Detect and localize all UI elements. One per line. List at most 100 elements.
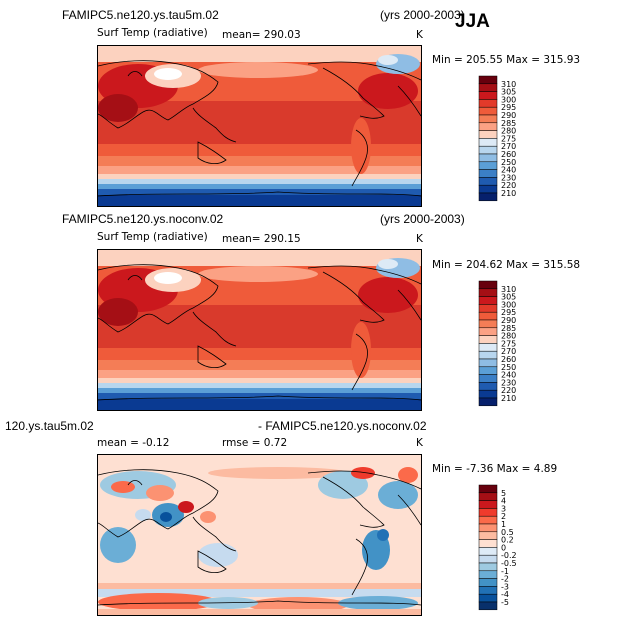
panel-2-units: K [416, 233, 423, 245]
colorbar-swatch [478, 500, 498, 509]
colorbar-swatch [478, 75, 498, 85]
season-label: JJA [455, 11, 490, 32]
panel-1-colorbar-svg: 3103053002952902852802752702602502402302… [478, 75, 516, 202]
colorbar-tick-label: 290 [501, 316, 516, 325]
colorbar-swatch [478, 184, 498, 194]
colorbar-swatch [478, 296, 498, 305]
colorbar-swatch [478, 145, 498, 155]
colorbar-tick-label: 220 [501, 181, 516, 190]
panel-1-mean: mean= 290.03 [222, 29, 301, 41]
colorbar-tick-label: 3 [501, 504, 506, 513]
colorbar-tick-label: 1 [501, 520, 506, 529]
panel-2-title: FAMIPC5.ne120.ys.noconv.02 [62, 212, 224, 226]
colorbar-tick-label: 5 [501, 489, 506, 498]
colorbar-tick-label: 270 [501, 142, 516, 151]
colorbar-swatch [478, 578, 498, 587]
colorbar-tick-label: 310 [501, 285, 516, 294]
panel-2-field: Surf Temp (radiative) [97, 231, 208, 243]
colorbar-swatch [478, 531, 498, 540]
colorbar-swatch [478, 169, 498, 178]
panel-1-title: FAMIPC5.ne120.ys.tau5m.02 [62, 8, 219, 22]
panel-3-map-svg [98, 455, 421, 615]
colorbar-swatch [478, 153, 498, 163]
panel-1-units: K [416, 29, 423, 41]
colorbar-swatch [478, 562, 498, 572]
colorbar-swatch [478, 547, 498, 556]
colorbar-swatch [478, 177, 498, 186]
colorbar-swatch [478, 515, 498, 525]
colorbar-swatch [478, 350, 498, 360]
colorbar-tick-label: 220 [501, 386, 516, 395]
colorbar-swatch [478, 319, 498, 329]
colorbar-tick-label: -5 [501, 598, 509, 607]
colorbar-swatch [478, 83, 498, 92]
panel-1-years: (yrs 2000-2003) [380, 8, 465, 22]
panel-1-map [97, 45, 422, 207]
panel-3-minmax: Min = -7.36 Max = 4.89 [432, 463, 558, 475]
panel-2-years: (yrs 2000-2003) [380, 212, 465, 226]
colorbar-swatch [478, 397, 498, 407]
colorbar-swatch [478, 161, 498, 170]
colorbar-swatch [478, 327, 498, 336]
colorbar-swatch [478, 492, 498, 501]
colorbar-swatch [478, 335, 498, 344]
colorbar-tick-label: 230 [501, 173, 516, 182]
panel-2-colorbar: 310 305 300 295 290 285 280 275 270 260 250 240 230 2… [478, 280, 539, 411]
panel-3-map [97, 454, 422, 616]
colorbar-tick-label: -3 [501, 582, 509, 591]
panel-1-colorbar: 310 305 300 295 290 285 280 275 270 260 250 240 230 2… [478, 75, 539, 206]
colorbar-swatch [478, 343, 498, 352]
colorbar-tick-label: 250 [501, 363, 516, 372]
colorbar-swatch [478, 484, 498, 494]
panel-1-minmax: Min = 205.55 Max = 315.93 [432, 54, 581, 66]
colorbar-swatch [478, 122, 498, 131]
colorbar-swatch [478, 288, 498, 297]
colorbar-swatch [478, 138, 498, 147]
colorbar-swatch [478, 570, 498, 579]
panel-3-rmse: rmse = 0.72 [222, 437, 288, 449]
colorbar-tick-label: -0.5 [501, 559, 517, 568]
colorbar-tick-label: 280 [501, 332, 516, 341]
colorbar-tick-label: 300 [501, 300, 516, 309]
colorbar-tick-label: 0.5 [501, 528, 514, 537]
colorbar-swatch [478, 366, 498, 375]
colorbar-tick-label: 230 [501, 378, 516, 387]
panel-2-map [97, 249, 422, 411]
panel-2-minmax: Min = 204.62 Max = 315.58 [432, 259, 581, 271]
colorbar-tick-label: 210 [501, 394, 516, 403]
colorbar-tick-label: 295 [501, 103, 516, 112]
colorbar-swatch [478, 523, 498, 533]
colorbar-swatch [478, 382, 498, 391]
colorbar-swatch [478, 99, 498, 108]
panel-3-colorbar: 5 4 3 2 1 0.5 0.2 0 -0.2 -0.5 -1 -2 -3 -4 -5 [478, 484, 539, 615]
colorbar-tick-label: 0 [501, 543, 506, 552]
panel-2-colorbar-svg: 3103053002952902852802752702602502402302… [478, 280, 516, 407]
colorbar-swatch [478, 586, 498, 595]
colorbar-swatch [478, 389, 498, 399]
panel-3-units: K [416, 437, 423, 449]
panel-2-map-svg [98, 250, 421, 410]
panel-1-field: Surf Temp (radiative) [97, 27, 208, 39]
colorbar-tick-label: 285 [501, 324, 516, 333]
colorbar-swatch [478, 539, 498, 548]
colorbar-tick-label: 305 [501, 88, 516, 97]
colorbar-swatch [478, 311, 498, 321]
colorbar-tick-label: 275 [501, 134, 516, 143]
colorbar-tick-label: 270 [501, 347, 516, 356]
colorbar-tick-label: 2 [501, 512, 506, 521]
colorbar-swatch [478, 593, 498, 603]
colorbar-swatch [478, 130, 498, 139]
colorbar-swatch [478, 192, 498, 202]
colorbar-tick-label: 310 [501, 80, 516, 89]
colorbar-swatch [478, 554, 498, 564]
colorbar-swatch [478, 358, 498, 368]
panel-3-mean: mean = -0.12 [97, 437, 170, 449]
colorbar-tick-label: 305 [501, 293, 516, 302]
colorbar-swatch [478, 374, 498, 383]
colorbar-tick-label: 250 [501, 158, 516, 167]
colorbar-tick-label: 290 [501, 111, 516, 120]
colorbar-tick-label: 300 [501, 95, 516, 104]
panel-2-mean: mean= 290.15 [222, 233, 301, 245]
colorbar-tick-label: 240 [501, 166, 516, 175]
